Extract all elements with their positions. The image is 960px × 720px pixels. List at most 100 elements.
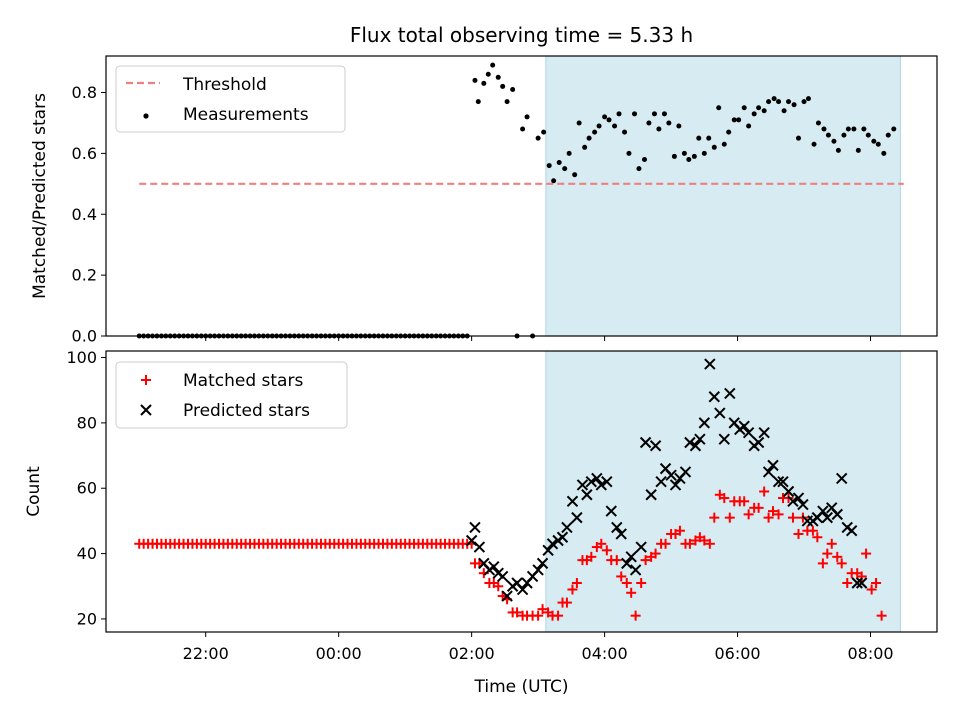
predicted-star-point <box>831 508 843 521</box>
predicted-star-point <box>742 426 755 439</box>
predicted-star-point <box>758 426 770 439</box>
predicted-star-point-b <box>714 407 726 419</box>
matched-star-point <box>586 551 597 562</box>
matched-star-point <box>817 558 828 569</box>
matched-star-point <box>876 610 887 621</box>
predicted-star-point <box>611 521 623 534</box>
matched-star-point <box>724 512 735 523</box>
measurement-point <box>756 105 762 111</box>
x-tick-label: 00:00 <box>316 644 362 663</box>
measurement-point <box>796 135 801 141</box>
measurement-point <box>576 120 582 126</box>
legend-label-threshold: Threshold <box>182 75 267 95</box>
predicted-star-point-b <box>478 557 490 570</box>
predicted-star-point <box>752 436 765 449</box>
measurement-point <box>495 74 501 80</box>
measurement-point <box>636 166 642 172</box>
predicted-star-point <box>767 459 779 472</box>
measurement-point <box>606 117 612 123</box>
count-legend: Matched stars Predicted stars <box>115 361 348 429</box>
predicted-star-point-b <box>777 475 789 488</box>
y-tick-label: 60 <box>77 479 97 498</box>
predicted-star-point <box>496 570 509 583</box>
measurement-point <box>632 111 638 117</box>
matched-star-point <box>512 607 523 618</box>
matched-star-point <box>571 577 582 588</box>
predicted-star-point-b <box>546 538 559 550</box>
measurement-point <box>771 96 777 102</box>
measurement-point <box>751 111 757 117</box>
measurement-point <box>741 105 747 111</box>
x-tick-label: 04:00 <box>582 644 628 663</box>
predicted-star-point-b <box>621 557 633 570</box>
predicted-star-point <box>718 433 730 445</box>
measurement-point <box>546 163 552 169</box>
legend-marker-matched <box>141 375 151 385</box>
predicted-star-point-b <box>718 433 730 445</box>
predicted-star-point-b <box>665 469 677 481</box>
predicted-star-point-b <box>511 577 523 589</box>
predicted-star-point <box>738 420 750 432</box>
predicted-star-point <box>708 391 720 403</box>
predicted-star-point <box>684 436 696 449</box>
predicted-star-point <box>576 479 589 491</box>
predicted-star-point <box>615 528 627 540</box>
predicted-star-point-b <box>488 560 500 573</box>
predicted-star-point-b <box>831 508 843 521</box>
measurement-point <box>504 99 510 105</box>
matched-star-point <box>493 581 504 592</box>
matched-star-point <box>660 538 671 549</box>
measurement-point <box>656 126 662 132</box>
matched-star-point <box>807 525 818 536</box>
matched-star-point <box>674 525 685 536</box>
y-tick-label: 0.8 <box>72 83 97 102</box>
measurement-point <box>616 111 622 117</box>
predicted-star-point-b <box>738 420 750 432</box>
matched-star-point <box>561 597 572 608</box>
measurement-point <box>681 150 687 156</box>
predicted-star-point-b <box>566 495 579 508</box>
matched-star-point <box>636 577 647 588</box>
predicted-star-point <box>595 479 607 491</box>
predicted-star-point <box>724 387 736 400</box>
measurement-point <box>500 83 506 89</box>
matched-star-point <box>596 538 607 549</box>
x-tick-label: 08:00 <box>847 644 893 663</box>
predicted-star-point-b <box>659 462 672 475</box>
matched-star-point <box>684 538 695 549</box>
predicted-star-point <box>655 475 667 488</box>
predicted-star-point <box>817 505 829 517</box>
predicted-star-point-b <box>556 531 569 543</box>
predicted-star-point <box>762 466 775 478</box>
measurement-point <box>661 111 667 117</box>
predicted-star-point-b <box>571 511 583 524</box>
x-axis-label: Time (UTC) <box>474 677 569 697</box>
predicted-star-point <box>698 417 711 429</box>
matched-star-point <box>787 512 798 523</box>
matched-star-point <box>621 577 632 588</box>
predicted-star-point <box>639 436 652 449</box>
matched-star-point <box>773 509 784 520</box>
legend-label-measurements: Measurements <box>183 105 309 125</box>
predicted-star-point-b <box>782 485 795 498</box>
predicted-star-point-b <box>581 489 593 501</box>
measurement-point <box>766 99 772 105</box>
measurement-point <box>731 117 737 123</box>
matched-star-point <box>601 545 612 556</box>
measurement-point <box>791 102 797 108</box>
predicted-star-point-b <box>591 472 603 485</box>
predicted-star-point <box>501 590 513 602</box>
predicted-star-point <box>546 538 559 550</box>
measurement-point <box>871 138 877 144</box>
matched-star-point <box>699 535 710 546</box>
measurement-point <box>686 156 692 162</box>
predicted-star-point-b <box>655 475 667 488</box>
measurement-point <box>835 147 841 153</box>
y-tick-label: 100 <box>66 348 97 367</box>
measurement-point <box>736 117 742 123</box>
measurement-point <box>701 150 707 156</box>
predicted-star-point <box>536 557 549 570</box>
matched-star-point <box>759 486 770 497</box>
legend-marker-measurements <box>143 113 149 119</box>
